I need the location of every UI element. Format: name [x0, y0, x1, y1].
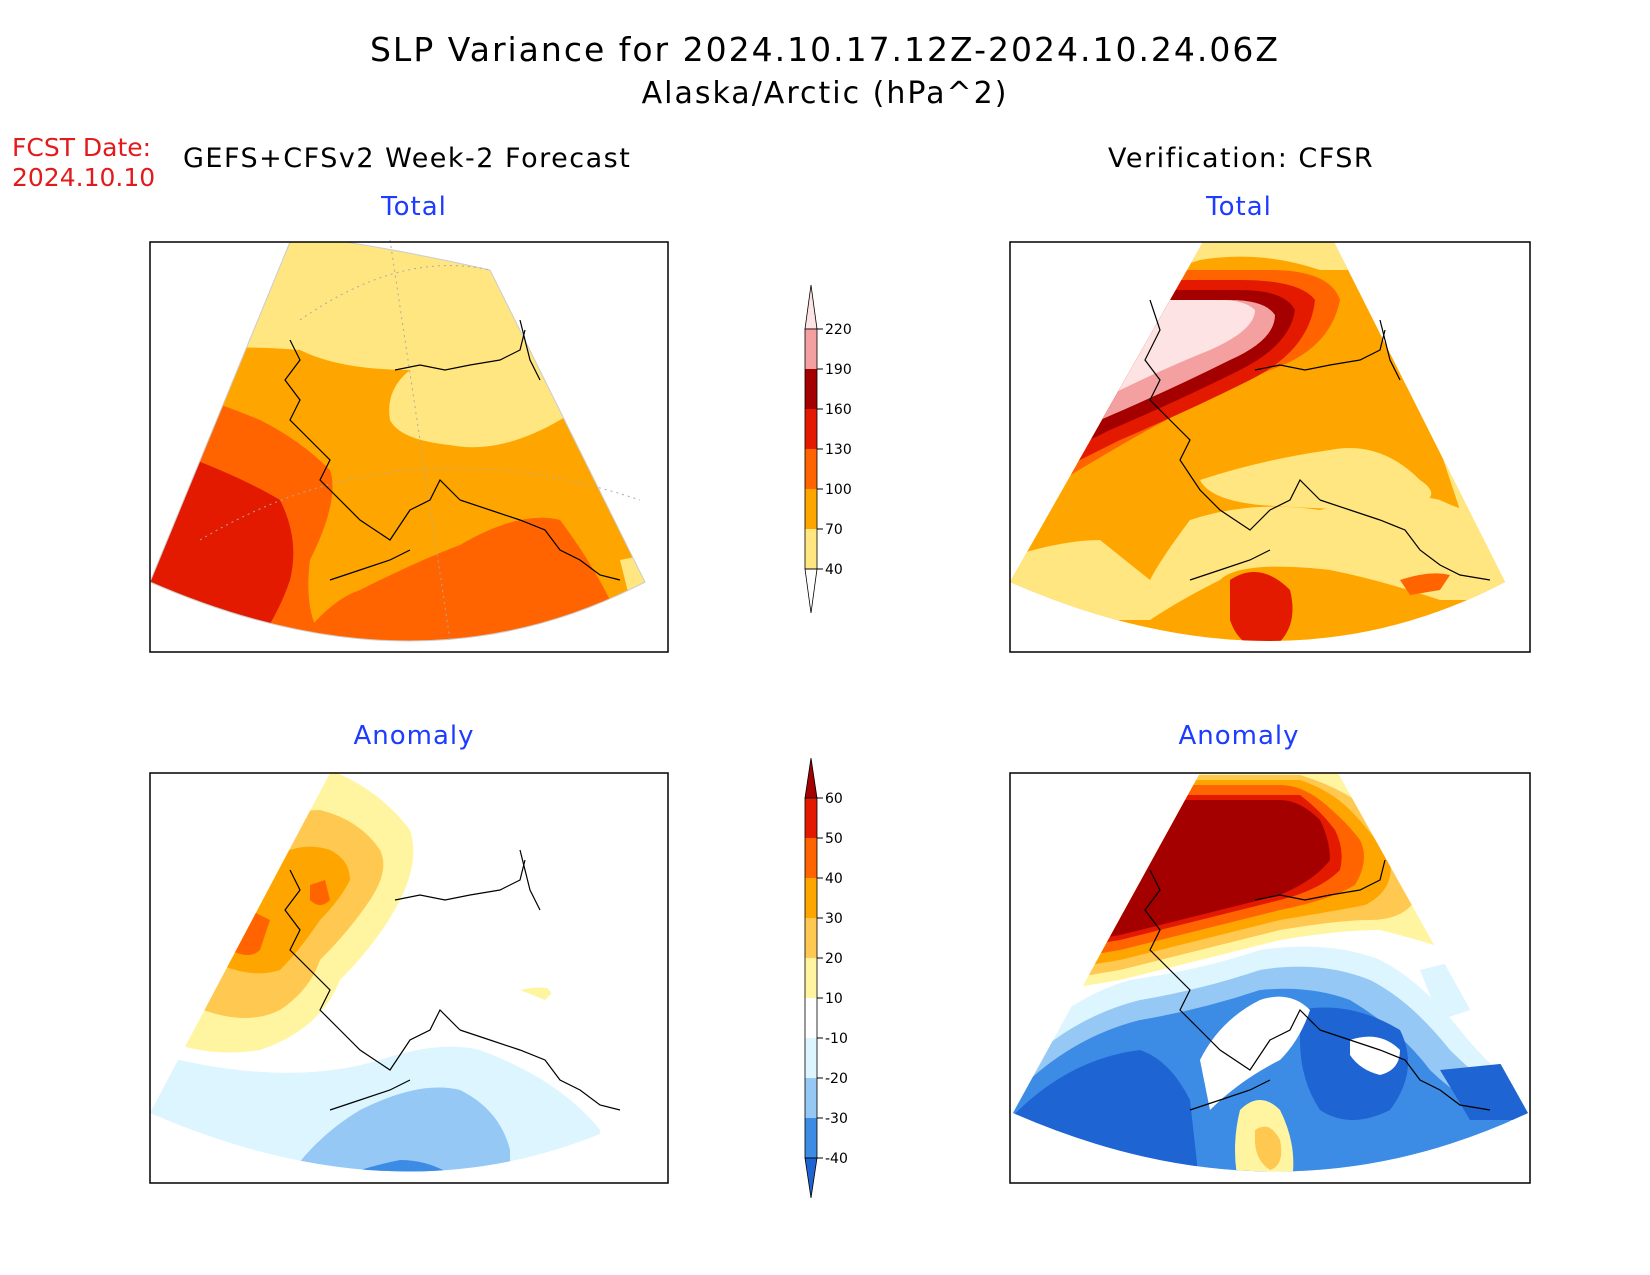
colorbar-anomaly-segment: [805, 798, 817, 838]
colorbar-anomaly-tick-label: -30: [825, 1111, 848, 1127]
forecast-total-contours: [150, 242, 645, 641]
coastline-verification-total: [1144, 299, 1491, 581]
colorbar-total-tick-label: 190: [825, 362, 852, 378]
colorbar-anomaly-tick-label: 40: [825, 871, 843, 887]
colorbar-anomaly-segment: [805, 878, 817, 918]
colorbar-anomaly-tick-label: -10: [825, 1031, 848, 1047]
colorbar-total-segment: [805, 489, 817, 529]
forecast-total-map: [149, 239, 669, 653]
colorbar-total: 40 70 100 130 160 190 220: [804, 284, 852, 614]
verification-anomaly-map: [1009, 772, 1531, 1184]
colorbar-total-segment: [805, 369, 817, 409]
chart-subtitle: Alaska/Arctic (hPa^2): [641, 76, 1009, 111]
verification-total-frame: [1009, 241, 1531, 653]
colorbar-anomaly-outline: [804, 797, 818, 1159]
colorbar-anomaly-tick-label: 30: [825, 911, 843, 927]
colorbar-anomaly-segment: [805, 918, 817, 958]
colorbar-total-tick-label: 40: [825, 562, 843, 578]
colorbar-anomaly-cap-top: [804, 757, 818, 799]
verification-total-map: [1009, 241, 1531, 653]
colorbar-total-tick-label: 70: [825, 522, 843, 538]
fcst-date-label: FCST Date:: [12, 133, 152, 162]
colorbar-total-segment: [805, 529, 817, 569]
colorbar-total-cap-bottom: [804, 568, 818, 614]
verification-anomaly-contours: [1013, 773, 1528, 1172]
chart-title: SLP Variance for 2024.10.17.12Z-2024.10.…: [369, 30, 1281, 69]
colorbar-anomaly: -40 -30 -20 -10 10 20 30 40 50 60: [804, 757, 848, 1199]
colorbar-anomaly-segment: [805, 1038, 817, 1078]
colorbar-anomaly-tick-label: -20: [825, 1071, 848, 1087]
forecast-header: GEFS+CFSv2 Week-2 Forecast: [183, 143, 632, 174]
forecast-anomaly-contours: [150, 773, 645, 1172]
colorbar-anomaly-segment: [805, 1078, 817, 1118]
colorbar-total-segment: [805, 329, 817, 369]
colorbar-anomaly-tick-label: 10: [825, 991, 843, 1007]
fcst-date-value: 2024.10.10: [12, 163, 156, 192]
colorbar-total-tick-label: 130: [825, 442, 852, 458]
colorbar-anomaly-tick-label: 60: [825, 791, 843, 807]
forecast-anomaly-frame: [149, 772, 669, 1184]
verification-total-title: Total: [1206, 192, 1272, 222]
colorbar-total-tick-label: 100: [825, 482, 852, 498]
colorbar-anomaly-tick-label: 20: [825, 951, 843, 967]
verification-total-contours: [1010, 242, 1505, 641]
coastline-verification-anomaly: [1144, 859, 1491, 1111]
colorbar-anomaly-segment: [805, 958, 817, 998]
colorbar-total-tick-label: 220: [825, 322, 852, 338]
colorbar-total-tick-label: 160: [825, 402, 852, 418]
colorbar-anomaly-segment: [805, 838, 817, 878]
colorbar-total-segment: [805, 449, 817, 489]
verification-anomaly-title: Anomaly: [1178, 721, 1300, 751]
colorbar-anomaly-tick-label: 50: [825, 831, 843, 847]
colorbar-total-segment: [805, 409, 817, 449]
forecast-total-frame: [149, 241, 669, 653]
forecast-anomaly-title: Anomaly: [353, 721, 475, 751]
forecast-total-title: Total: [381, 192, 447, 222]
colorbar-anomaly-segment: [805, 1118, 817, 1158]
colorbar-anomaly-tick-label: -40: [825, 1151, 848, 1167]
colorbar-total-cap-top: [804, 284, 818, 330]
graticule-forecast-total: [199, 239, 641, 641]
coastline-forecast-anomaly: [284, 849, 621, 1111]
colorbar-anomaly-cap-bottom: [804, 1157, 818, 1199]
verification-anomaly-frame: [1009, 772, 1531, 1184]
verification-header: Verification: CFSR: [1108, 143, 1375, 174]
forecast-anomaly-map: [149, 772, 669, 1184]
colorbar-anomaly-segment: [805, 998, 817, 1038]
coastline-forecast-total: [284, 319, 621, 581]
